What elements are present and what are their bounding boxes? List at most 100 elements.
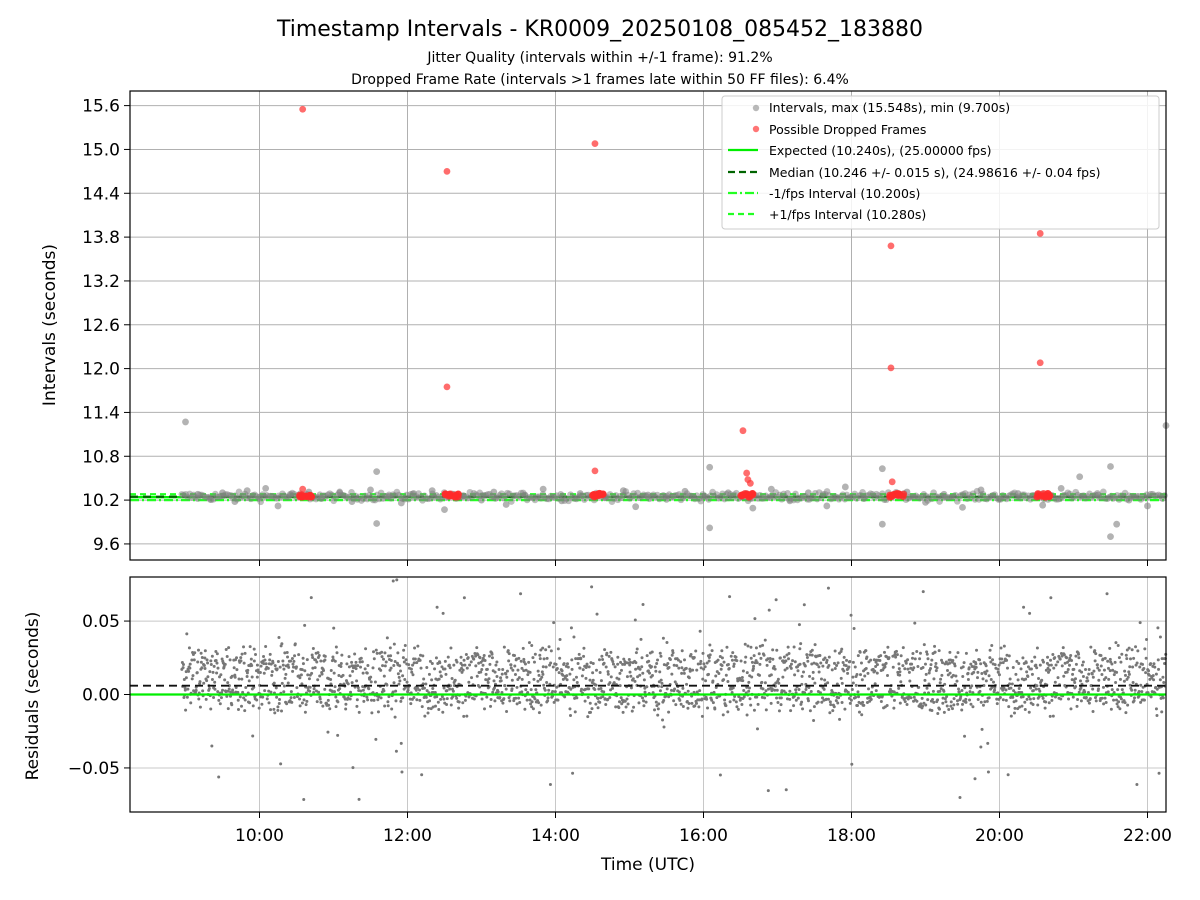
residual-point <box>872 658 876 662</box>
residual-point <box>937 707 941 711</box>
residual-point <box>465 666 469 670</box>
residual-point <box>1020 690 1024 694</box>
residual-point <box>205 658 209 662</box>
residual-point <box>1048 714 1052 718</box>
residual-point <box>200 656 204 660</box>
residual-point <box>775 696 779 700</box>
residual-point <box>1023 700 1027 704</box>
residual-point <box>606 670 610 674</box>
residual-point <box>1101 657 1105 661</box>
residual-point <box>380 650 384 654</box>
residual-point <box>606 697 610 701</box>
residual-point <box>689 652 693 656</box>
residual-point <box>420 773 424 777</box>
residual-point <box>200 666 204 670</box>
residual-point <box>903 700 907 704</box>
residual-point <box>264 644 268 648</box>
residual-point <box>1080 670 1084 674</box>
residual-point <box>658 689 662 693</box>
residual-point <box>252 647 256 651</box>
residual-point <box>213 687 217 691</box>
residual-point <box>763 696 767 700</box>
residual-point <box>1093 659 1097 663</box>
residual-point <box>839 676 843 680</box>
residual-point <box>431 686 435 690</box>
residual-point <box>846 690 850 694</box>
intervals-y-ticks: 9.610.210.811.412.012.613.213.814.415.01… <box>82 97 130 555</box>
residual-point <box>791 659 795 663</box>
residual-point <box>913 621 917 625</box>
interval-point <box>786 497 794 505</box>
residual-point <box>322 668 326 672</box>
residual-point <box>1100 672 1104 676</box>
residual-point <box>620 702 624 706</box>
residual-point <box>1113 660 1117 664</box>
residual-point <box>591 661 595 665</box>
residual-point <box>520 666 524 670</box>
residual-point <box>1095 663 1099 667</box>
residual-point <box>897 667 901 671</box>
residual-point <box>1031 702 1035 706</box>
residual-point <box>1160 657 1164 661</box>
residual-point <box>875 663 879 667</box>
residual-point <box>865 701 869 705</box>
residual-point <box>800 682 804 686</box>
residual-point <box>1099 653 1103 657</box>
interval-point <box>749 504 757 512</box>
dropped-frame-point <box>445 492 453 500</box>
chart-title: Timestamp Intervals - KR0009_20250108_08… <box>276 17 923 42</box>
residual-point <box>925 650 929 654</box>
residual-point <box>515 685 519 689</box>
residual-point <box>885 704 889 708</box>
residual-point <box>507 696 511 700</box>
residual-point <box>291 662 295 666</box>
residual-point <box>462 658 466 662</box>
residual-point <box>334 645 338 649</box>
residual-point <box>1068 656 1072 660</box>
residual-point <box>775 648 779 652</box>
residual-point <box>594 683 598 687</box>
residual-point <box>720 664 724 668</box>
residual-point <box>940 673 944 677</box>
residual-point <box>1156 626 1160 630</box>
residual-point <box>874 689 878 693</box>
residual-point <box>396 651 400 655</box>
residual-point <box>969 662 973 666</box>
residual-point <box>319 659 323 663</box>
residual-point <box>809 690 813 694</box>
residual-point <box>619 660 623 664</box>
residual-point <box>839 650 843 654</box>
residual-point <box>705 661 709 665</box>
residual-point <box>418 688 422 692</box>
residual-point <box>697 698 701 702</box>
residual-point <box>233 675 237 679</box>
residual-point <box>499 676 503 680</box>
residual-point <box>492 679 496 683</box>
residual-point <box>323 687 327 691</box>
residual-point <box>208 670 212 674</box>
residual-point <box>845 658 849 662</box>
residual-point <box>487 677 491 681</box>
residual-point <box>995 702 999 706</box>
residual-point <box>1103 696 1107 700</box>
residual-point <box>210 744 214 748</box>
residual-point <box>665 687 669 691</box>
residual-point <box>389 659 393 663</box>
residual-point <box>1094 699 1098 703</box>
residual-point <box>1091 675 1095 679</box>
residual-point <box>954 655 958 659</box>
residual-point <box>1137 690 1141 694</box>
residual-point <box>796 696 800 700</box>
residual-point <box>1142 698 1146 702</box>
residual-point <box>493 699 497 703</box>
residual-point <box>794 688 798 692</box>
residual-point <box>250 675 254 679</box>
residual-point <box>460 670 464 674</box>
residual-point <box>1083 690 1087 694</box>
residual-point <box>428 699 432 703</box>
residual-point <box>836 661 840 665</box>
residual-point <box>485 695 489 699</box>
residual-point <box>282 690 286 694</box>
residual-point <box>980 671 984 675</box>
residual-point <box>866 671 870 675</box>
